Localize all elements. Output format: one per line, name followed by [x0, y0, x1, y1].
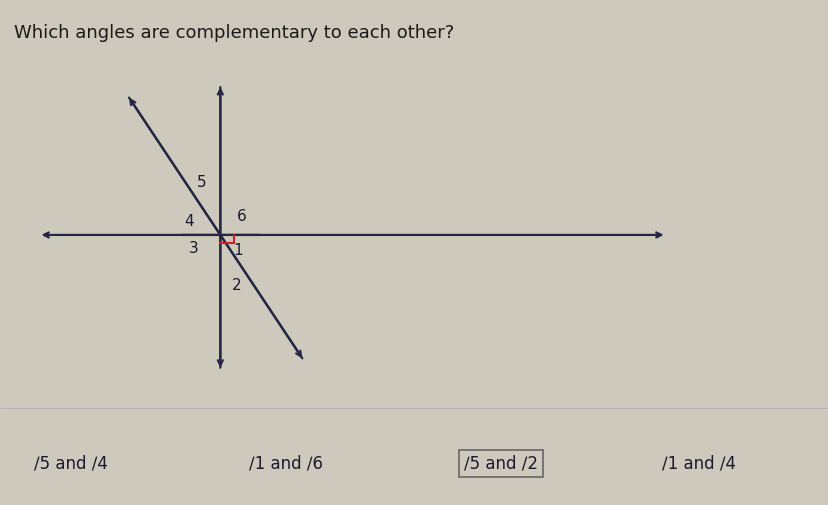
Text: ∕5 and ∕4: ∕5 and ∕4: [35, 454, 108, 473]
Text: 5: 5: [197, 175, 207, 190]
Text: 1: 1: [233, 243, 243, 259]
Text: Which angles are complementary to each other?: Which angles are complementary to each o…: [14, 24, 454, 42]
Text: 3: 3: [189, 241, 199, 257]
Text: 6: 6: [237, 210, 247, 224]
Text: ∕1 and ∕4: ∕1 and ∕4: [662, 454, 735, 473]
Text: 4: 4: [184, 214, 194, 229]
Text: ∕1 and ∕6: ∕1 and ∕6: [249, 454, 323, 473]
Text: 2: 2: [232, 278, 242, 292]
Text: ∕5 and ∕2: ∕5 and ∕2: [464, 454, 537, 473]
